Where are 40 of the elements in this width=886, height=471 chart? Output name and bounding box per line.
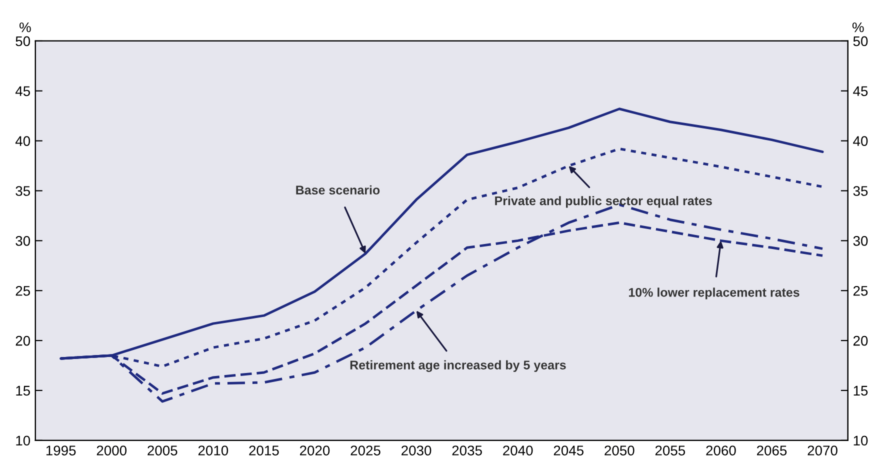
y-axis-title: % [20,22,31,32]
x-tick-label: 2055 [655,446,686,456]
y-tick-label: 15 [16,386,30,396]
annotation: Base scenario [296,185,380,195]
y2-tick-label: 25 [853,286,868,296]
y2-tick-label: 50 [853,36,868,46]
x-tick-label: 1995 [46,446,76,456]
y2-tick-label: 40 [853,136,868,146]
x-tick-label: 2050 [604,446,634,456]
annotation: Retirement age increased by 5 years [350,360,566,372]
y2-tick-label: 30 [853,236,868,246]
x-tick-label: 2065 [756,446,787,456]
y2-tick-label: 45 [853,86,868,96]
y2-tick-label: 15 [854,386,868,396]
y2-tick-label: 10 [854,436,868,446]
x-tick-label: 2030 [402,446,432,456]
x-tick-label: 2015 [249,446,279,456]
y-tick-label: 40 [15,136,30,146]
y2-tick-label: 20 [853,336,868,346]
y2-axis-title: % [852,22,864,32]
y-tick-label: 10 [16,436,30,446]
y-tick-label: 30 [16,236,30,246]
annotation: 10% lower replacement rates [628,288,800,300]
x-tick-label: 2005 [148,446,178,456]
x-tick-label: 2035 [452,446,482,456]
y-tick-label: 35 [16,186,30,196]
y-tick-label: 20 [16,336,30,346]
x-tick-label: 2000 [96,446,127,456]
x-tick-label: 2070 [808,446,838,456]
x-tick-label: 2010 [198,446,228,456]
x-tick-label: 2060 [706,446,736,456]
x-tick-label: 2040 [503,446,533,456]
y2-tick-label: 35 [853,186,868,196]
y-tick-label: 50 [16,36,30,46]
y-tick-label: 45 [15,86,30,96]
x-tick-label: 2020 [300,446,330,456]
annotation: Private and public sector equal rates [495,196,712,208]
x-tick-label: 2025 [350,446,380,456]
y-tick-label: 25 [16,286,30,296]
x-tick-label: 2045 [554,446,584,456]
